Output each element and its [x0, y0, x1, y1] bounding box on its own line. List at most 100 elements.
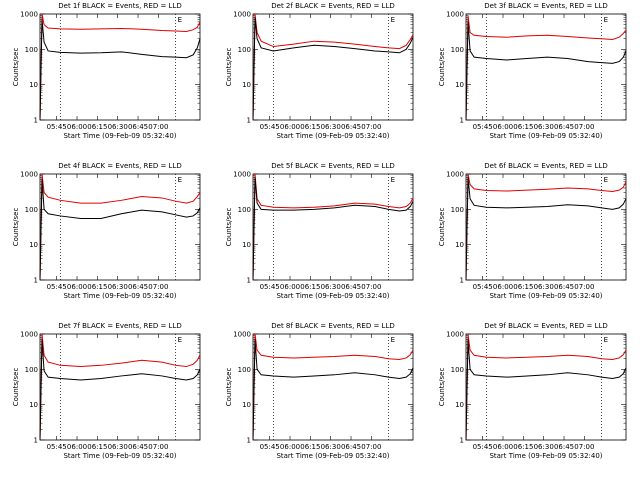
- detector-chart-svg: Det 1f BLACK = Events, RED = LLD 1 10 100 10…: [12, 2, 201, 140]
- x-tick-label: 06:00: [280, 283, 300, 291]
- detector-panel: Det 4f BLACK = Events, RED = LLD 1 10 100 10…: [0, 160, 213, 320]
- y-tick-label: 100: [451, 366, 464, 374]
- y-tick-label: 1: [247, 277, 251, 285]
- x-tick-label: 06:15: [300, 123, 320, 131]
- y-axis-label: Counts/sec: [438, 368, 446, 407]
- x-tick-label: 06:30: [108, 283, 128, 291]
- lld-series-line: [252, 333, 414, 441]
- x-axis-label: Start Time (09-Feb-09 05:32:40): [276, 452, 389, 460]
- x-tick-label: 05:45: [473, 443, 493, 451]
- x-tick-label: 06:15: [300, 443, 320, 451]
- y-tick-label: 1000: [233, 11, 251, 19]
- y-tick-label: 1000: [20, 11, 38, 19]
- detector-panel: Det 1f BLACK = Events, RED = LLD 1 10 100 10…: [0, 0, 213, 160]
- x-tick-label: 06:15: [513, 123, 533, 131]
- y-tick-label: 1: [460, 277, 464, 285]
- x-tick-label: 06:00: [280, 123, 300, 131]
- detector-panel: Det 3f BLACK = Events, RED = LLD 1 10 100 10…: [426, 0, 639, 160]
- chart-title: Det 8f BLACK = Events, RED = LLD: [271, 322, 394, 330]
- chart-title: Det 5f BLACK = Events, RED = LLD: [271, 162, 394, 170]
- lld-series-line: [465, 173, 627, 281]
- plot-frame: [252, 173, 414, 281]
- x-tick-label: 06:45: [554, 283, 574, 291]
- interval-marker-label: E: [178, 176, 182, 184]
- chart-title: Det 9f BLACK = Events, RED = LLD: [484, 322, 607, 330]
- y-tick-label: 10: [455, 81, 464, 89]
- x-tick-label: 06:45: [128, 443, 148, 451]
- lld-series-line: [465, 15, 627, 121]
- x-tick-label: 06:00: [67, 123, 87, 131]
- y-tick-label: 1: [34, 117, 38, 125]
- x-axis-label: Start Time (09-Feb-09 05:32:40): [63, 452, 176, 460]
- chart-title: Det 3f BLACK = Events, RED = LLD: [484, 2, 607, 10]
- x-tick-label: 06:45: [554, 123, 574, 131]
- x-tick-label: 07:00: [574, 443, 594, 451]
- y-tick-label: 100: [25, 206, 38, 214]
- x-tick-label: 07:00: [361, 123, 381, 131]
- y-tick-label: 1: [34, 437, 38, 445]
- interval-marker-label: E: [391, 16, 395, 24]
- interval-marker-label: E: [604, 176, 608, 184]
- y-tick-label: 10: [455, 401, 464, 409]
- y-tick-label: 1000: [446, 171, 464, 179]
- x-tick-label: 06:15: [87, 283, 107, 291]
- x-tick-label: 05:45: [260, 283, 280, 291]
- x-tick-label: 06:45: [554, 443, 574, 451]
- events-series-line: [252, 17, 414, 121]
- events-series-line: [39, 19, 201, 121]
- y-tick-label: 100: [451, 206, 464, 214]
- x-tick-label: 07:00: [148, 443, 168, 451]
- y-tick-label: 10: [29, 81, 38, 89]
- y-tick-label: 1: [460, 117, 464, 125]
- y-axis-label: Counts/sec: [225, 208, 233, 247]
- y-tick-label: 1000: [446, 11, 464, 19]
- detector-chart-svg: Det 8f BLACK = Events, RED = LLD 1 10 100 10…: [225, 322, 414, 460]
- plot-frame: [465, 173, 627, 281]
- x-axis-label: Start Time (09-Feb-09 05:32:40): [489, 292, 602, 300]
- x-axis-label: Start Time (09-Feb-09 05:32:40): [63, 292, 176, 300]
- y-tick-label: 1000: [233, 171, 251, 179]
- y-tick-label: 1: [34, 277, 38, 285]
- x-axis-label: Start Time (09-Feb-09 05:32:40): [489, 452, 602, 460]
- lld-series-line: [465, 333, 627, 441]
- x-tick-label: 07:00: [574, 283, 594, 291]
- plot-frame: [252, 333, 414, 441]
- detector-panel: Det 2f BLACK = Events, RED = LLD 1 10 100 10…: [213, 0, 426, 160]
- chart-title: Det 4f BLACK = Events, RED = LLD: [58, 162, 181, 170]
- interval-marker-label: E: [178, 16, 182, 24]
- plot-frame: [39, 13, 201, 121]
- x-axis-label: Start Time (09-Feb-09 05:32:40): [276, 132, 389, 140]
- x-tick-label: 06:00: [493, 123, 513, 131]
- y-tick-label: 1000: [20, 331, 38, 339]
- y-tick-label: 1000: [446, 331, 464, 339]
- detector-chart-svg: Det 9f BLACK = Events, RED = LLD 1 10 100 10…: [438, 322, 627, 460]
- y-tick-label: 1000: [233, 331, 251, 339]
- y-tick-label: 1: [460, 437, 464, 445]
- x-tick-label: 07:00: [361, 283, 381, 291]
- x-axis-label: Start Time (09-Feb-09 05:32:40): [63, 132, 176, 140]
- events-series-line: [252, 339, 414, 441]
- y-tick-label: 100: [238, 46, 251, 54]
- x-tick-label: 07:00: [361, 443, 381, 451]
- y-tick-label: 100: [238, 206, 251, 214]
- x-tick-label: 07:00: [148, 283, 168, 291]
- plot-frame: [39, 173, 201, 281]
- x-tick-label: 06:45: [341, 123, 361, 131]
- events-series-line: [465, 21, 627, 121]
- events-series-line: [39, 339, 201, 441]
- y-tick-label: 10: [29, 401, 38, 409]
- x-tick-label: 06:30: [108, 443, 128, 451]
- x-tick-label: 06:30: [321, 443, 341, 451]
- y-axis-label: Counts/sec: [12, 208, 20, 247]
- y-axis-label: Counts/sec: [438, 208, 446, 247]
- x-tick-label: 06:15: [87, 123, 107, 131]
- plot-frame: [465, 333, 627, 441]
- x-tick-label: 05:45: [47, 283, 67, 291]
- interval-marker-label: E: [391, 336, 395, 344]
- x-tick-label: 06:15: [513, 443, 533, 451]
- events-series-line: [39, 179, 201, 281]
- y-tick-label: 100: [25, 366, 38, 374]
- x-axis-label: Start Time (09-Feb-09 05:32:40): [489, 132, 602, 140]
- x-tick-label: 06:30: [534, 283, 554, 291]
- y-axis-label: Counts/sec: [438, 48, 446, 87]
